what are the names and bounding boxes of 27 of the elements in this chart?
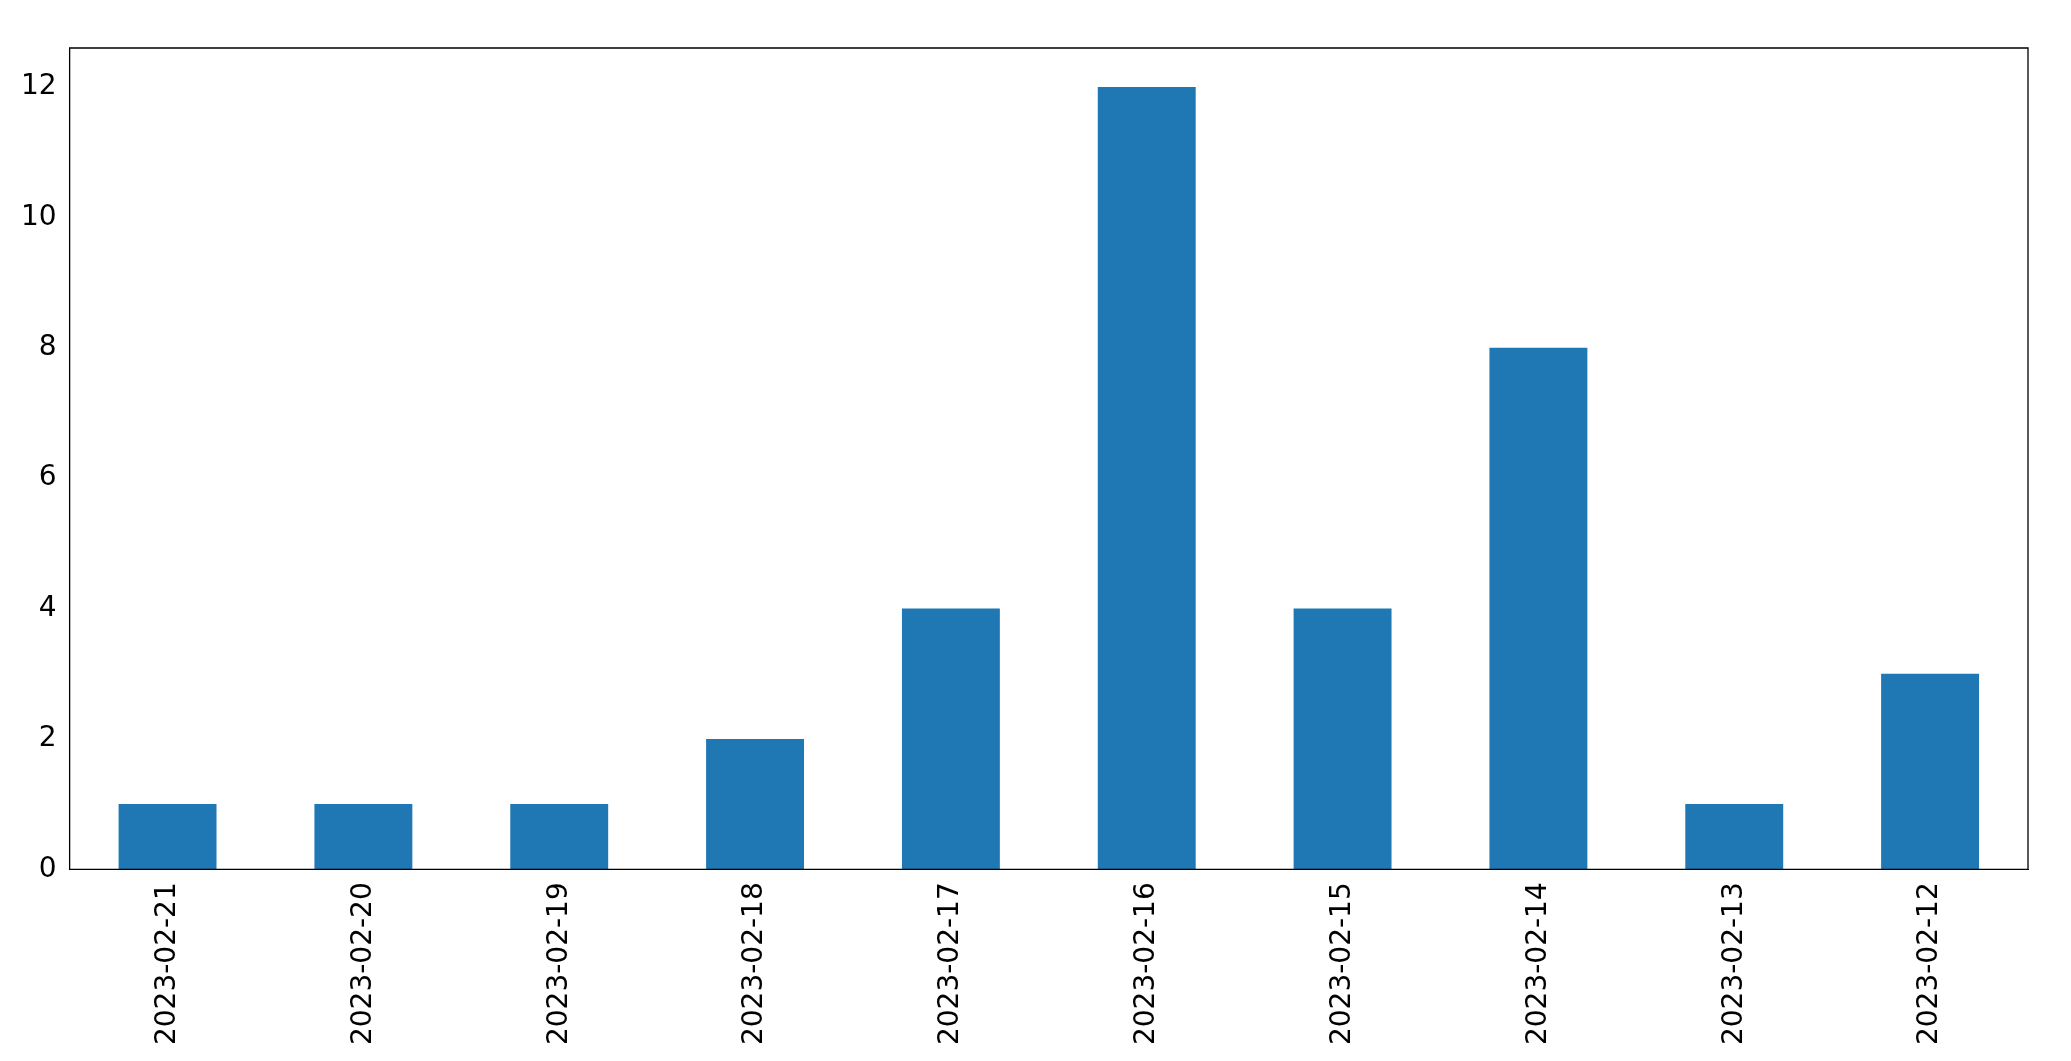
y-tick-label: 0: [38, 850, 57, 884]
bar: [1097, 87, 1196, 870]
x-tick-label: 2023-02-12: [1911, 882, 1945, 1046]
bar: [1489, 347, 1588, 870]
bar: [1881, 673, 1980, 870]
y-tick-label: 6: [38, 459, 57, 493]
x-tick-label: 2023-02-18: [736, 882, 770, 1046]
x-tick-label: 2023-02-15: [1323, 882, 1357, 1046]
bar: [1685, 804, 1784, 870]
x-tick-label: 2023-02-19: [540, 882, 574, 1046]
y-tick-label: 2: [38, 720, 57, 754]
bar: [1293, 608, 1392, 870]
y-tick-label: 4: [38, 589, 57, 623]
x-tick-label: 2023-02-20: [344, 882, 378, 1046]
x-tick-label: 2023-02-16: [1128, 882, 1162, 1046]
bar: [314, 804, 413, 870]
y-tick-label: 8: [38, 329, 57, 363]
y-tick-label: 10: [20, 198, 57, 232]
x-tick-label: 2023-02-21: [148, 882, 182, 1046]
y-tick-label: 12: [20, 68, 57, 102]
x-tick-label: 2023-02-13: [1715, 882, 1749, 1046]
bar: [901, 608, 1000, 870]
x-tick-label: 2023-02-14: [1519, 882, 1553, 1046]
x-tick-label: 2023-02-17: [932, 882, 966, 1046]
bar: [706, 738, 805, 870]
bar: [118, 804, 217, 870]
bar: [510, 804, 609, 870]
